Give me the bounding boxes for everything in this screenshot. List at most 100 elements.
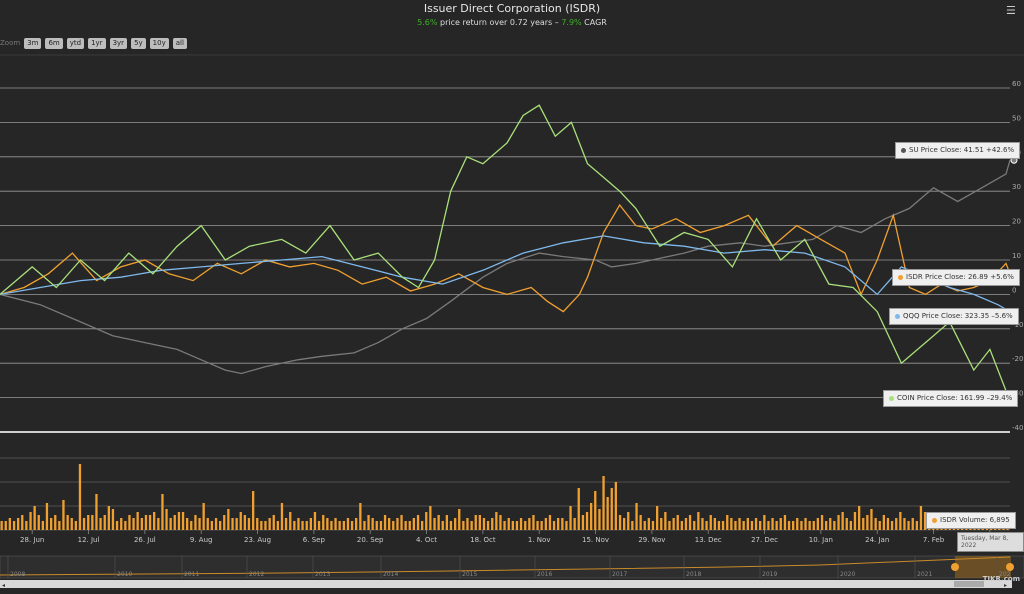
navigator-right-handle[interactable] <box>1006 563 1014 571</box>
navigator-left-handle[interactable] <box>951 563 959 571</box>
volume-bar <box>763 515 766 530</box>
zoom-button-6m[interactable]: 6m <box>45 37 63 49</box>
volume-bar <box>866 515 869 530</box>
volume-bar <box>107 506 110 530</box>
volume-bar <box>54 515 57 530</box>
volume-bar <box>309 518 312 530</box>
volume-bar <box>140 518 143 530</box>
volume-bar <box>25 521 28 530</box>
x-tick-label: 4. Oct <box>416 536 437 544</box>
volume-bar <box>231 518 234 530</box>
navigator-frame <box>0 555 1024 579</box>
volume-bar <box>486 521 490 530</box>
volume-bar <box>705 521 708 530</box>
zoom-button-1yr[interactable]: 1yr <box>88 37 106 49</box>
scroll-left-icon[interactable]: ◂ <box>2 582 5 589</box>
volume-bar <box>103 515 106 530</box>
volume-bar <box>862 518 865 530</box>
volume-bar <box>569 506 572 530</box>
volume-bar <box>590 503 593 530</box>
chart-title: Issuer Direct Corporation (ISDR) <box>423 2 601 15</box>
volume-bar <box>165 509 168 530</box>
volume-bar <box>730 518 733 530</box>
scrollbar-track[interactable] <box>0 580 1012 588</box>
volume-bar <box>223 515 226 530</box>
navigator-year-label: 2019 <box>762 571 777 578</box>
volume-bar <box>95 494 98 530</box>
volume-bar <box>812 521 815 530</box>
volume-bar <box>264 521 267 530</box>
x-tick-label: 28. Jun <box>20 536 44 544</box>
volume-bar <box>536 521 539 530</box>
volume-bar <box>627 512 630 530</box>
volume-bar <box>276 521 279 530</box>
y-tick-label: 30 <box>1012 183 1021 191</box>
volume-bar <box>82 518 86 530</box>
volume-bar <box>280 503 284 530</box>
volume-bar <box>495 512 498 530</box>
series-line-coin <box>0 104 1011 395</box>
volume-bar <box>177 512 181 530</box>
volume-bar <box>684 518 688 530</box>
volume-bar <box>676 515 679 530</box>
volume-bar <box>87 515 90 530</box>
scrollbar-thumb[interactable] <box>954 581 984 587</box>
zoom-button-5y[interactable]: 5y <box>131 37 146 49</box>
x-tick-label: 12. Jul <box>78 536 100 544</box>
volume-bar <box>474 515 477 530</box>
volume-bar <box>573 518 576 530</box>
volume-bar <box>800 521 803 530</box>
volume-bar <box>680 521 683 530</box>
volume-bar <box>375 521 378 530</box>
volume-bar <box>899 512 902 530</box>
x-tick-label: 1. Nov <box>528 536 551 544</box>
volume-bar <box>45 503 49 530</box>
volume-bar <box>8 518 11 530</box>
volume-bar <box>503 521 506 530</box>
volume-bar <box>482 518 486 530</box>
volume-bar <box>577 488 580 530</box>
navigator-year-label: 2010 <box>117 571 132 578</box>
volume-bar <box>186 518 189 530</box>
cagr-text: CAGR <box>581 18 607 27</box>
volume-bar <box>157 518 160 530</box>
volume-bar <box>235 518 238 530</box>
volume-bar <box>853 512 857 530</box>
volume-bar <box>804 518 807 530</box>
volume-bar <box>91 515 94 530</box>
return-value: 5.6% <box>417 18 438 27</box>
menu-icon[interactable]: ☰ <box>1006 4 1016 17</box>
volume-bar <box>631 521 634 530</box>
zoom-button-3m[interactable]: 3m <box>24 37 42 49</box>
volume-bar <box>458 509 461 530</box>
volume-bar <box>771 518 774 530</box>
volume-bar <box>441 521 444 530</box>
volume-bar <box>507 518 510 530</box>
volume-bar <box>50 518 53 530</box>
scroll-right-icon[interactable]: ▸ <box>1004 582 1007 589</box>
volume-bar <box>37 515 40 530</box>
volume-bar <box>115 521 119 530</box>
volume-bar <box>256 518 259 530</box>
zoom-button-10y[interactable]: 10y <box>149 37 169 49</box>
navigator-trend-line <box>0 556 1011 576</box>
x-tick-label: 9. Aug <box>190 536 213 544</box>
volume-bar <box>124 521 127 530</box>
volume-bar <box>544 518 547 530</box>
volume-bar <box>379 521 383 530</box>
zoom-button-3yr[interactable]: 3yr <box>109 37 128 49</box>
volume-bar <box>618 515 622 530</box>
zoom-button-ytd[interactable]: ytd <box>66 37 85 49</box>
volume-bar <box>66 515 69 530</box>
volume-bar <box>796 518 799 530</box>
volume-bar <box>750 521 754 530</box>
y-tick-label: 20 <box>1012 218 1021 226</box>
volume-bar <box>515 521 519 530</box>
x-tick-label: 20. Sep <box>357 536 384 544</box>
volume-bar <box>317 521 321 530</box>
volume-bar <box>787 521 791 530</box>
volume-bar <box>594 491 597 530</box>
volume-bar <box>445 515 448 530</box>
volume-bar <box>322 515 325 530</box>
zoom-button-all[interactable]: all <box>172 37 187 49</box>
